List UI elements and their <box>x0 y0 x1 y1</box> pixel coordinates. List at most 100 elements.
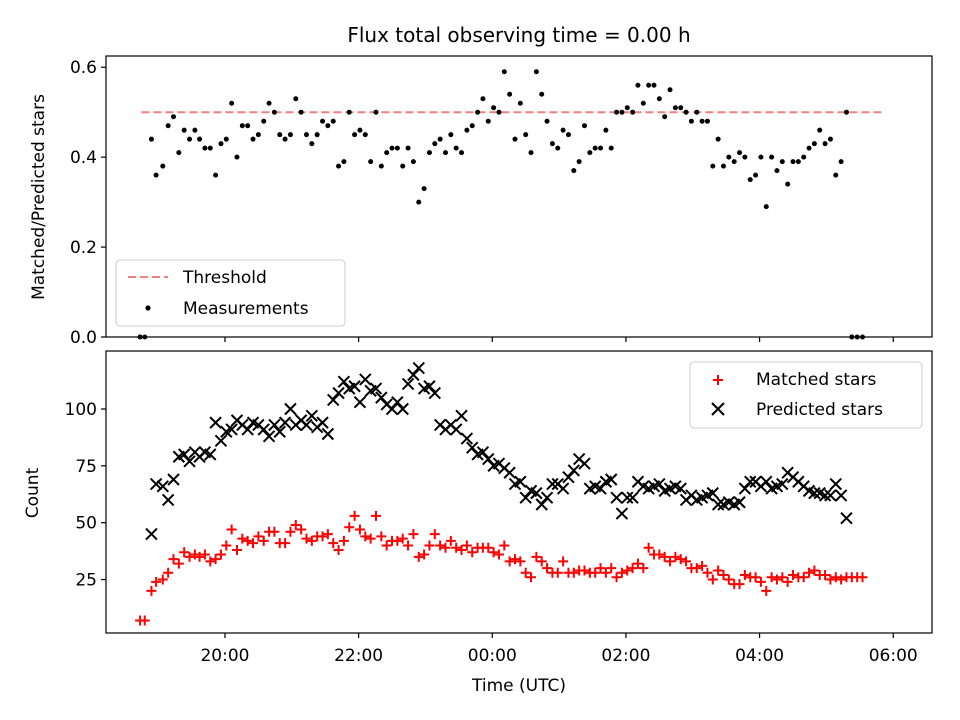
matched-point <box>179 547 190 558</box>
measurement-point <box>341 159 347 165</box>
matched-point <box>194 551 205 562</box>
top-y-axis-label: Matched/Predicted stars <box>29 94 49 300</box>
matched-point <box>542 563 553 574</box>
predicted-point <box>385 402 399 416</box>
matched-point <box>456 544 467 555</box>
measurement-point <box>309 141 315 147</box>
measurement-point <box>587 150 593 156</box>
measurement-point <box>416 199 422 205</box>
measurement-point <box>790 159 796 165</box>
predicted-point <box>332 386 345 400</box>
measurement-point <box>234 154 240 160</box>
measurement-point <box>769 154 775 160</box>
predicted-point <box>257 423 270 436</box>
predicted-point <box>519 491 532 504</box>
measurement-point <box>833 172 839 178</box>
measurement-point <box>619 109 625 115</box>
predicted-point <box>503 466 516 479</box>
matched-point <box>381 540 392 551</box>
matched-point <box>771 574 782 585</box>
matched-point <box>237 533 248 544</box>
measurement-point <box>437 136 443 142</box>
legend-measurements-swatch <box>145 305 151 311</box>
top-y-ticks: 0.0 0.2 0.4 0.6 <box>70 58 106 348</box>
measurement-point <box>523 132 529 138</box>
predicted-point <box>391 395 404 409</box>
measurement-point <box>603 127 609 133</box>
predicted-point <box>262 430 276 443</box>
measurement-point <box>560 127 566 133</box>
matched-point <box>750 572 761 583</box>
predicted-point <box>214 434 228 448</box>
measurement-point <box>266 100 272 106</box>
matched-point <box>739 570 750 581</box>
predicted-point <box>594 482 607 495</box>
measurement-point <box>165 123 171 129</box>
predicted-point <box>733 496 746 509</box>
predicted-point <box>621 491 634 504</box>
matched-point <box>157 574 168 585</box>
matched-point <box>435 540 446 551</box>
predicted-point <box>353 395 367 409</box>
matched-point <box>766 572 777 583</box>
legend-predicted-swatch <box>711 402 725 416</box>
predicted-point <box>824 489 837 502</box>
predicted-point <box>615 507 629 520</box>
measurement-point <box>176 150 182 156</box>
measurement-point <box>207 145 213 151</box>
predicted-point <box>225 423 238 436</box>
measurement-point <box>239 123 245 129</box>
matched-point <box>338 535 349 546</box>
measurement-point <box>742 154 748 160</box>
measurement-point <box>330 118 336 124</box>
measurement-point <box>838 159 844 165</box>
predicted-point <box>449 423 463 436</box>
measurement-point <box>197 136 203 142</box>
matched-point <box>857 572 868 583</box>
matched-point <box>210 554 221 565</box>
matched-point <box>531 551 542 562</box>
bottom-x-axis-label: Time (UTC) <box>471 676 566 696</box>
matched-point <box>419 549 430 560</box>
measurement-point <box>533 69 539 75</box>
matched-point <box>787 570 798 581</box>
measurement-point <box>549 141 555 147</box>
matched-point <box>611 572 622 583</box>
predicted-point <box>300 418 313 432</box>
measurement-point <box>624 105 630 111</box>
measurement-point <box>592 145 598 151</box>
matched-point <box>526 572 537 583</box>
measurement-point <box>293 96 299 102</box>
matched-point <box>509 554 520 565</box>
measurement-point <box>576 159 582 165</box>
measurement-point <box>822 141 828 147</box>
matched-point <box>536 556 547 567</box>
matched-point <box>632 558 643 569</box>
measurement-point <box>763 204 769 210</box>
matched-point <box>139 615 150 626</box>
predicted-point <box>476 445 490 459</box>
measurement-point <box>710 163 716 169</box>
bottom-legend-box <box>689 361 923 429</box>
predicted-point <box>610 491 623 504</box>
measurement-point <box>485 118 491 124</box>
matched-point <box>520 567 531 578</box>
matched-point <box>285 526 296 537</box>
measurement-point <box>421 186 427 192</box>
measurement-point <box>640 100 646 106</box>
matched-point <box>600 567 611 578</box>
bottom-y-axis-label: Count <box>23 467 43 518</box>
measurement-point <box>672 105 678 111</box>
matched-point <box>205 556 216 567</box>
top-legend: Threshold Measurements <box>115 259 346 327</box>
matched-point <box>424 540 435 551</box>
predicted-point <box>455 409 468 423</box>
measurement-point <box>426 150 432 156</box>
matched-point <box>659 551 670 562</box>
predicted-point <box>653 477 666 491</box>
measurement-point <box>352 132 358 138</box>
matched-point <box>499 540 510 551</box>
measurement-point <box>731 159 737 165</box>
measurement-point <box>314 132 320 138</box>
